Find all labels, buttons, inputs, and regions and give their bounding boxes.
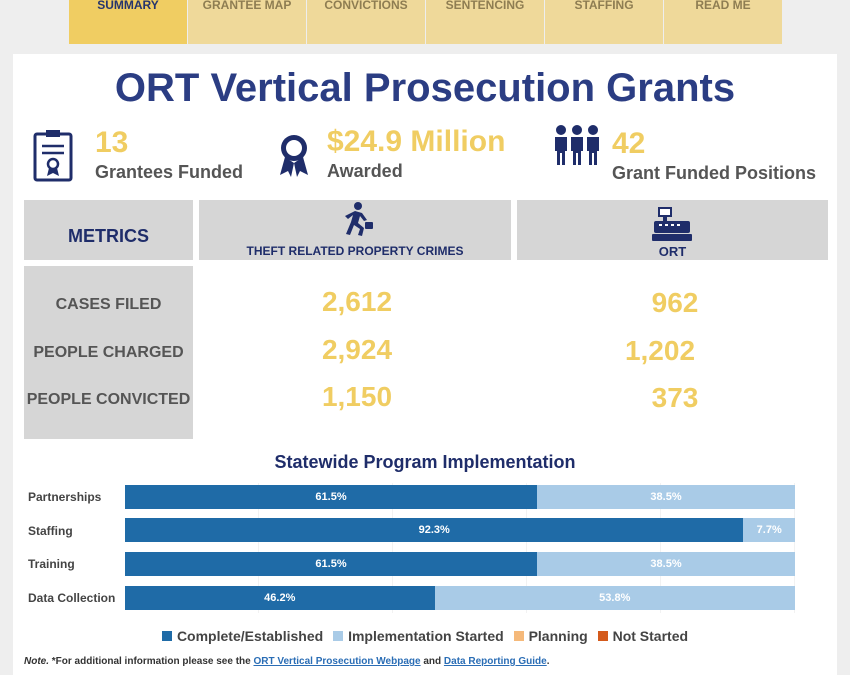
bar-segment-complete: 46.2%: [125, 586, 435, 610]
metrics-header: METRICS: [68, 226, 149, 246]
legend-item: Implementation Started: [333, 628, 504, 644]
tab-summary[interactable]: SUMMARY: [69, 0, 187, 44]
chart-gridline: [526, 483, 527, 613]
tab-read-me[interactable]: READ ME: [664, 0, 782, 44]
certificate-icon: [33, 129, 75, 188]
impl-bar-data-collection: 46.2% 53.8%: [125, 586, 795, 610]
legend-item: Planning: [513, 628, 588, 644]
theft-header-box: [199, 200, 511, 260]
metric-label-people-charged: PEOPLE CHARGED: [33, 344, 184, 361]
theft-cases-filed: 2,612: [321, 286, 393, 317]
metrics-label-column: [24, 266, 193, 439]
grantees-label: Grantees Funded: [95, 162, 244, 182]
chart-legend: Complete/Established Implementation Star…: [0, 628, 850, 644]
awarded-amount: $24.9 Million: [327, 125, 506, 158]
bar-segment-complete: 92.3%: [125, 518, 744, 542]
legend-label: Not Started: [612, 628, 689, 644]
note-prefix: Note.: [24, 656, 49, 667]
people-group-icon: [553, 124, 601, 171]
note-and: and: [420, 656, 444, 667]
impl-label-partnerships: Partnerships: [28, 490, 102, 504]
tab-bar: SUMMARY GRANTEE MAP CONVICTIONS SENTENCI…: [69, 0, 783, 44]
theft-people-convicted: 1,150: [321, 381, 393, 412]
chart-gridline: [660, 483, 661, 613]
legend-swatch: [333, 631, 344, 641]
note-text: *For additional information please see t…: [49, 656, 254, 667]
legend-swatch: [597, 631, 608, 641]
tab-convictions[interactable]: CONVICTIONS: [307, 0, 425, 44]
bar-segment-complete: 61.5%: [125, 552, 538, 576]
tab-staffing[interactable]: STAFFING: [545, 0, 663, 44]
impl-label-data-collection: Data Collection: [28, 591, 116, 605]
tab-grantee-map[interactable]: GRANTEE MAP: [188, 0, 306, 44]
running-thief-icon: [340, 201, 374, 242]
chart-gridline: [258, 483, 259, 613]
legend-label: Planning: [528, 628, 588, 644]
legend-swatch: [513, 631, 524, 641]
ort-header: ORT: [658, 244, 687, 259]
bar-segment-started: 38.5%: [537, 552, 795, 576]
chart-gridline: [794, 483, 795, 613]
impl-label-staffing: Staffing: [28, 524, 73, 538]
theft-header: THEFT RELATED PROPERTY CRIMES: [246, 244, 464, 258]
positions-label: Grant Funded Positions: [612, 163, 817, 183]
page-title: ORT Vertical Prosecution Grants: [114, 66, 736, 110]
metrics-header-box: [24, 200, 193, 260]
ort-people-convicted: 373: [651, 382, 699, 413]
ort-people-charged: 1,202: [624, 335, 696, 366]
chart-gridline: [392, 483, 393, 613]
legend-label: Complete/Established: [176, 628, 324, 644]
note-end: .: [546, 656, 550, 667]
metric-label-people-convicted: PEOPLE CONVICTED: [26, 391, 191, 408]
awarded-label: Awarded: [327, 161, 403, 181]
bar-segment-started: 38.5%: [537, 485, 795, 509]
legend-item: Complete/Established: [161, 628, 324, 644]
bar-segment-started: 7.7%: [743, 518, 795, 542]
ort-webpage-link[interactable]: ORT Vertical Prosecution Webpage: [253, 656, 421, 667]
impl-bar-training: 61.5% 38.5%: [125, 552, 795, 576]
theft-people-charged: 2,924: [321, 334, 393, 365]
metric-label-cases-filed: CASES FILED: [55, 296, 162, 313]
impl-bar-partnerships: 61.5% 38.5%: [125, 485, 795, 509]
cash-register-icon: [652, 206, 692, 247]
impl-label-training: Training: [28, 557, 75, 571]
impl-bar-staffing: 92.3% 7.7%: [125, 518, 795, 542]
bar-segment-started: 53.8%: [434, 586, 795, 610]
grantees-count: 13: [95, 126, 129, 159]
footnote: Note. *For additional information please…: [24, 656, 550, 667]
ort-cases-filed: 962: [651, 287, 699, 318]
tab-sentencing[interactable]: SENTENCING: [426, 0, 544, 44]
legend-item: Not Started: [597, 628, 689, 644]
legend-swatch: [161, 631, 172, 641]
data-reporting-guide-link[interactable]: Data Reporting Guide: [443, 656, 547, 667]
positions-count: 42: [612, 127, 646, 160]
award-ribbon-icon: [277, 133, 311, 182]
legend-label: Implementation Started: [348, 628, 504, 644]
bar-segment-complete: 61.5%: [125, 485, 538, 509]
implementation-title: Statewide Program Implementation: [274, 452, 576, 472]
